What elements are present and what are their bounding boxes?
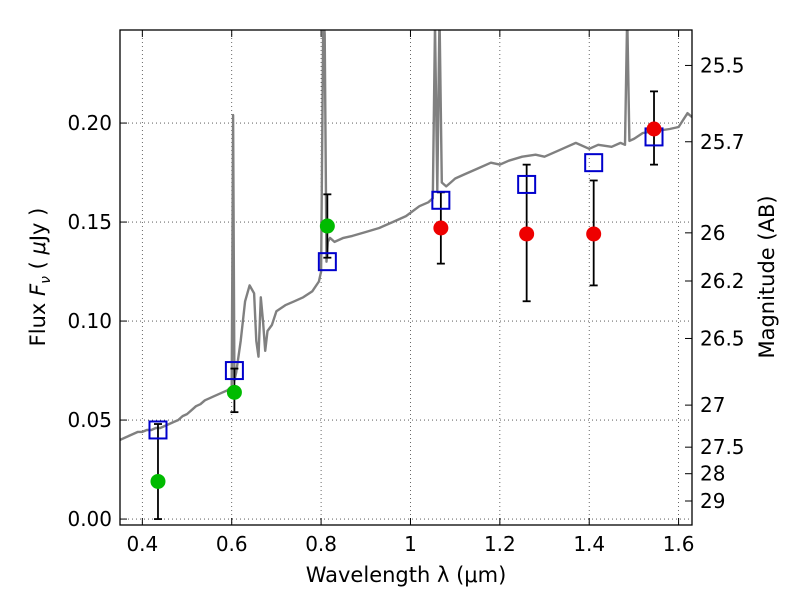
mag-tick-label: 26.2: [700, 269, 745, 293]
plot-area: [120, 30, 692, 520]
y-axis-label: Flux Fν ( μJy ): [26, 208, 54, 347]
x-tick-label: 0.4: [126, 532, 158, 556]
tick-labels: 0.4 0.6 0.8 1 1.2 1.4 1.6 0.00 0.05 0.10 0.15 0.20 2…: [67, 53, 744, 556]
x-tick-label: 1.2: [484, 532, 516, 556]
axis-ticks: [120, 30, 692, 525]
model-box: [148, 420, 168, 440]
x-tick-label: 1.4: [573, 532, 605, 556]
mag-tick-label: 28: [700, 462, 725, 486]
model-box: [431, 190, 451, 210]
y-tick-label: 0.10: [67, 309, 112, 333]
spectrum-layer: [120, 30, 692, 441]
mag-tick-label: 25.7: [700, 130, 745, 154]
y-tick-label: 0.15: [67, 210, 112, 234]
model-box: [517, 174, 537, 194]
x-tick-label: 1.6: [663, 532, 695, 556]
x-tick-label: 0.8: [305, 532, 337, 556]
model-box: [584, 153, 604, 173]
grid-lines: [120, 30, 692, 525]
model-box: [224, 361, 244, 381]
red-point: [433, 220, 449, 236]
mag-tick-label: 27: [700, 393, 725, 417]
plot-frame: [119, 29, 693, 526]
mag-tick-label: 29: [700, 489, 725, 513]
mag-tick-label: 26.5: [700, 326, 745, 350]
y-tick-label: 0.05: [67, 408, 112, 432]
green-point: [226, 384, 242, 400]
x-tick-label: 0.6: [216, 532, 248, 556]
y-tick-label: 0.20: [67, 111, 112, 135]
green-point: [150, 473, 166, 489]
green-point: [319, 218, 335, 234]
mag-tick-label: 27.5: [700, 435, 745, 459]
model-box: [317, 252, 337, 272]
spectrum-line: [120, 30, 692, 441]
red-point: [519, 226, 535, 242]
mag-tick-label: 26: [700, 221, 725, 245]
red-point: [646, 121, 662, 137]
y-tick-label: 0.00: [67, 507, 112, 531]
x-axis-label: Wavelength λ (μm): [306, 563, 507, 587]
mag-tick-label: 25.5: [700, 53, 745, 77]
red-point: [586, 226, 602, 242]
y2-axis-label: Magnitude (AB): [755, 195, 779, 358]
observed-points: [150, 121, 662, 489]
x-tick-label: 1: [404, 532, 417, 556]
